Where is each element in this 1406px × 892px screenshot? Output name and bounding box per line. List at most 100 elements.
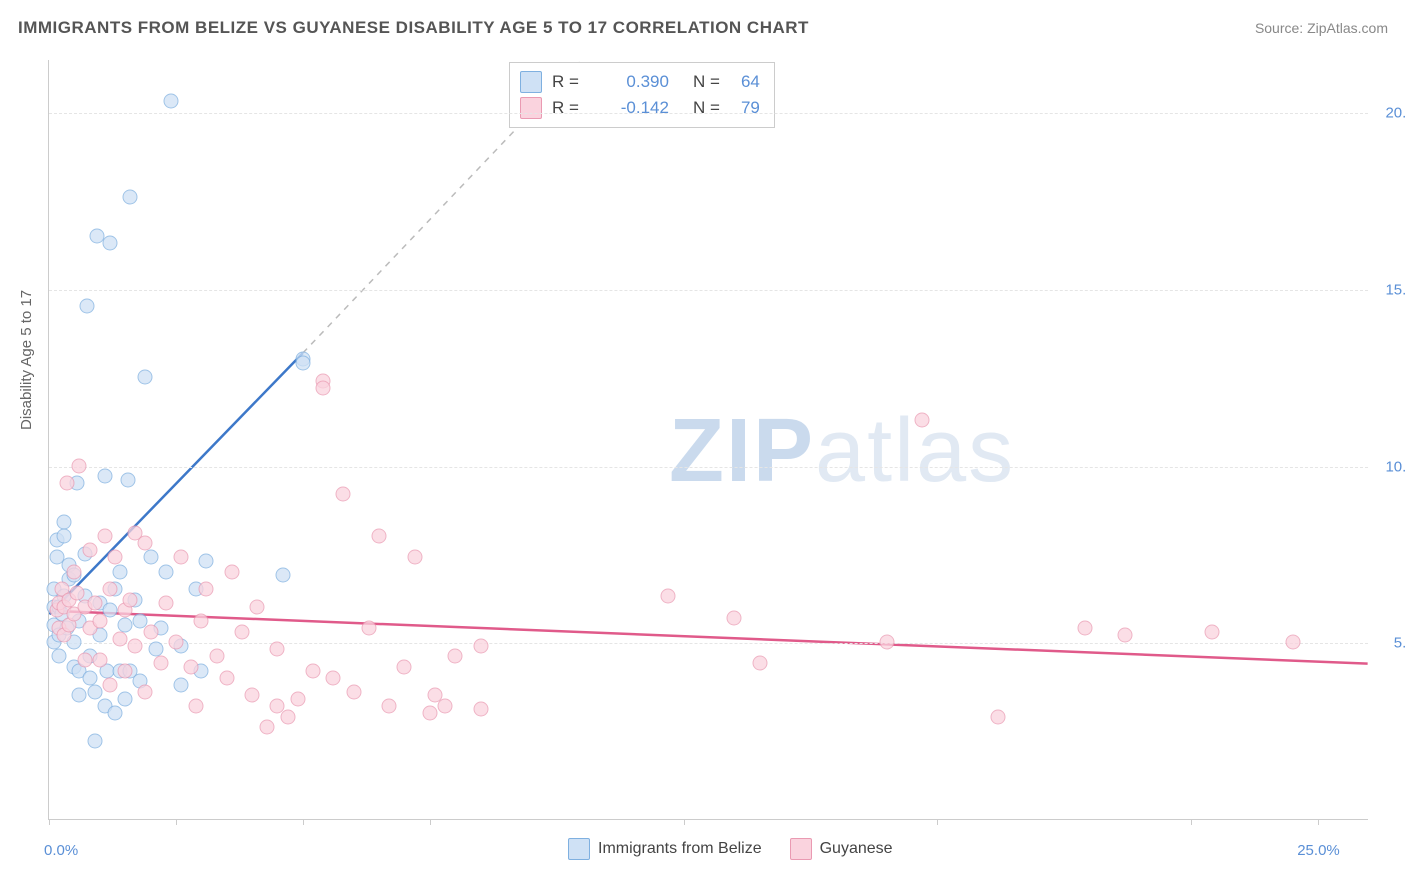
data-point (270, 642, 285, 657)
data-point (194, 614, 209, 629)
data-point (143, 624, 158, 639)
data-point (108, 705, 123, 720)
r-label: R = (552, 98, 579, 118)
series-legend: Immigrants from Belize Guyanese (568, 838, 893, 860)
data-point (138, 684, 153, 699)
ytick-label: 20.0% (1373, 105, 1406, 122)
ytick-label: 5.0% (1373, 635, 1406, 652)
watermark-zip: ZIP (669, 401, 815, 501)
data-point (67, 564, 82, 579)
chart-title: IMMIGRANTS FROM BELIZE VS GUYANESE DISAB… (18, 18, 809, 38)
n-label: N = (693, 98, 720, 118)
y-axis-label: Disability Age 5 to 17 (18, 290, 35, 430)
data-point (295, 356, 310, 371)
xtick-mark (937, 819, 938, 825)
r-label: R = (552, 72, 579, 92)
data-point (174, 677, 189, 692)
data-point (87, 734, 102, 749)
data-point (174, 550, 189, 565)
data-point (57, 529, 72, 544)
data-point (1204, 624, 1219, 639)
xtick-label-max: 25.0% (1297, 842, 1340, 859)
data-point (113, 564, 128, 579)
data-point (108, 550, 123, 565)
data-point (372, 529, 387, 544)
data-point (1077, 621, 1092, 636)
legend-item: Immigrants from Belize (568, 838, 762, 860)
watermark: ZIPatlas (669, 400, 1015, 503)
n-label: N = (693, 72, 720, 92)
data-point (234, 624, 249, 639)
data-point (224, 564, 239, 579)
data-point (219, 670, 234, 685)
series-swatch (520, 97, 542, 119)
data-point (80, 299, 95, 314)
data-point (69, 585, 84, 600)
data-point (336, 486, 351, 501)
data-point (189, 698, 204, 713)
data-point (184, 660, 199, 675)
data-point (280, 709, 295, 724)
xtick-mark (176, 819, 177, 825)
gridline-h (49, 113, 1368, 114)
n-value: 79 (730, 98, 760, 118)
data-point (361, 621, 376, 636)
data-point (72, 688, 87, 703)
correlation-legend: R =0.390N =64R =-0.142N =79 (509, 62, 775, 128)
data-point (316, 380, 331, 395)
plot-area: ZIPatlas R =0.390N =64R =-0.142N =79 5.0… (48, 60, 1368, 820)
xtick-mark (684, 819, 685, 825)
data-point (123, 592, 138, 607)
data-point (72, 458, 87, 473)
data-point (97, 469, 112, 484)
data-point (123, 189, 138, 204)
data-point (158, 564, 173, 579)
data-point (118, 617, 133, 632)
data-point (92, 652, 107, 667)
data-point (82, 543, 97, 558)
data-point (128, 638, 143, 653)
r-value: -0.142 (589, 98, 669, 118)
source-label: Source: ZipAtlas.com (1255, 20, 1388, 36)
legend-item: Guyanese (790, 838, 893, 860)
data-point (87, 596, 102, 611)
n-value: 64 (730, 72, 760, 92)
data-point (138, 536, 153, 551)
data-point (448, 649, 463, 664)
data-point (87, 684, 102, 699)
data-point (473, 702, 488, 717)
data-point (118, 691, 133, 706)
data-point (102, 677, 117, 692)
data-point (382, 698, 397, 713)
data-point (250, 599, 265, 614)
data-point (163, 94, 178, 109)
data-point (57, 515, 72, 530)
data-point (306, 663, 321, 678)
data-point (138, 370, 153, 385)
data-point (245, 688, 260, 703)
data-point (209, 649, 224, 664)
legend-swatch (790, 838, 812, 860)
data-point (290, 691, 305, 706)
data-point (1285, 635, 1300, 650)
data-point (120, 472, 135, 487)
data-point (727, 610, 742, 625)
trend-lines-svg (49, 60, 1368, 819)
data-point (260, 720, 275, 735)
data-point (915, 412, 930, 427)
stat-row: R = -0.142 N = 79 (520, 95, 760, 121)
data-point (148, 642, 163, 657)
gridline-h (49, 643, 1368, 644)
xtick-mark (49, 819, 50, 825)
data-point (158, 596, 173, 611)
legend-label: Guyanese (820, 840, 893, 858)
data-point (199, 553, 214, 568)
data-point (118, 663, 133, 678)
data-point (473, 638, 488, 653)
ytick-label: 10.0% (1373, 458, 1406, 475)
data-point (97, 529, 112, 544)
data-point (879, 635, 894, 650)
xtick-mark (303, 819, 304, 825)
data-point (92, 614, 107, 629)
data-point (102, 582, 117, 597)
